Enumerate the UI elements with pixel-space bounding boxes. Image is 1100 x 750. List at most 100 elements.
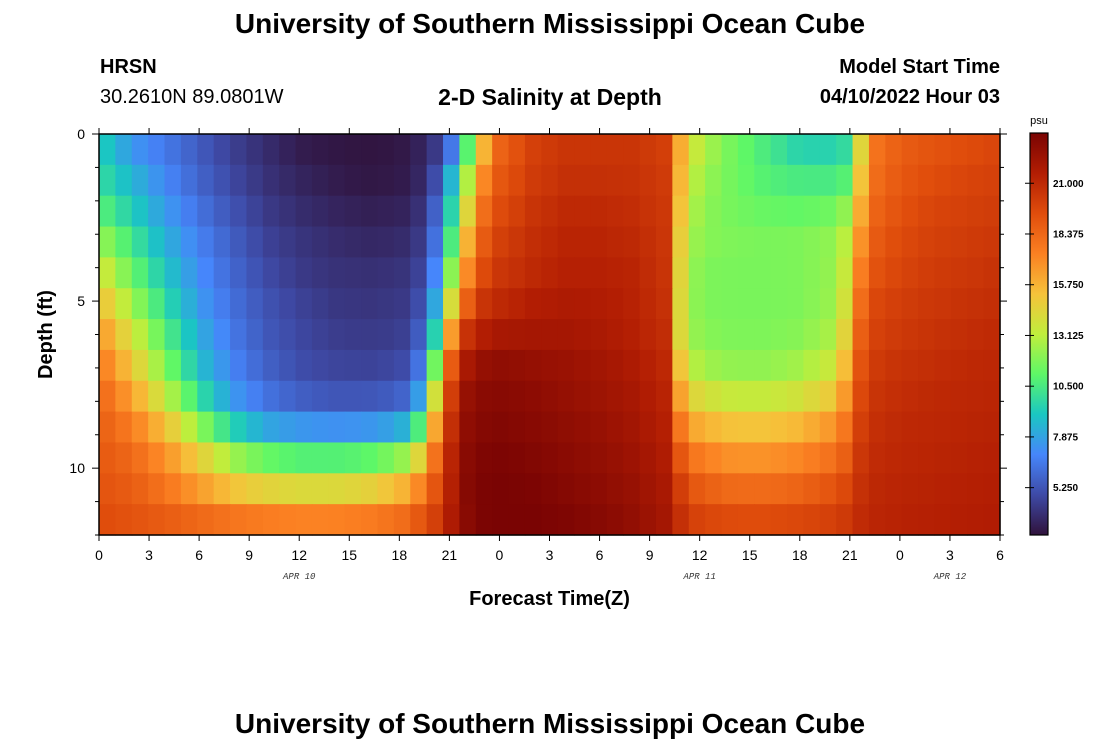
- heatmap-cell: [655, 319, 673, 351]
- heatmap-cell: [344, 504, 362, 536]
- heatmap-cell: [344, 195, 362, 228]
- heatmap-cell: [688, 134, 706, 166]
- heatmap-cell: [901, 380, 919, 413]
- heatmap-cell: [295, 473, 313, 505]
- heatmap-cell: [967, 504, 985, 536]
- heatmap-cell: [377, 349, 395, 382]
- heatmap-cell: [836, 134, 854, 166]
- heatmap-cell: [443, 195, 460, 228]
- heatmap-cell: [836, 319, 854, 351]
- heatmap-cell: [131, 134, 149, 166]
- heatmap-cell: [197, 319, 215, 351]
- heatmap-cell: [148, 195, 166, 228]
- heatmap-cell: [475, 319, 493, 351]
- heatmap-cell: [377, 380, 395, 413]
- heatmap-cell: [508, 349, 526, 382]
- heatmap-cell: [623, 257, 641, 289]
- heatmap-cell: [672, 257, 690, 289]
- heatmap-cell: [754, 134, 772, 166]
- heatmap-cell: [115, 257, 133, 289]
- heatmap-cell: [967, 473, 985, 505]
- heatmap-cell: [672, 319, 690, 351]
- heatmap-cell: [180, 380, 198, 413]
- heatmap-cell: [164, 411, 182, 444]
- heatmap-cell: [901, 288, 919, 320]
- heatmap-cell: [770, 164, 788, 197]
- heatmap-cell: [754, 257, 772, 289]
- heatmap-cell: [164, 349, 182, 382]
- heatmap-cell: [279, 473, 297, 505]
- heatmap-cell: [115, 442, 133, 474]
- heatmap-cell: [836, 504, 854, 536]
- heatmap-cell: [115, 134, 133, 166]
- heatmap-cell: [148, 442, 166, 474]
- heatmap-cell: [688, 411, 706, 444]
- heatmap-cell: [950, 504, 968, 536]
- heatmap-cell: [246, 380, 264, 413]
- heatmap-cell: [361, 134, 379, 166]
- heatmap-cell: [164, 164, 182, 197]
- heatmap-cell: [148, 473, 166, 505]
- heatmap-cell: [410, 380, 428, 413]
- heatmap-cell: [557, 504, 575, 536]
- heatmap-cell: [868, 226, 886, 258]
- heatmap-cell: [492, 349, 510, 382]
- heatmap-cell: [393, 195, 411, 228]
- heatmap-cell: [131, 504, 149, 536]
- y-axis-title: Depth (ft): [35, 290, 57, 379]
- heatmap-cell: [99, 319, 116, 351]
- heatmap-cell: [377, 257, 395, 289]
- heatmap-cell: [901, 257, 919, 289]
- heatmap-cell: [492, 411, 510, 444]
- heatmap-cell: [557, 442, 575, 474]
- heatmap-cell: [655, 473, 673, 505]
- heatmap-cell: [311, 473, 329, 505]
- heatmap-cell: [770, 319, 788, 351]
- colorbar-tick-label: 15.750: [1053, 280, 1084, 291]
- heatmap-cell: [787, 226, 805, 258]
- heatmap-cell: [787, 349, 805, 382]
- heatmap-cell: [590, 411, 608, 444]
- heatmap-cell: [295, 411, 313, 444]
- heatmap-cell: [279, 504, 297, 536]
- heatmap-cell: [868, 134, 886, 166]
- heatmap-cell: [819, 319, 837, 351]
- heatmap-cell: [361, 288, 379, 320]
- heatmap-cell: [688, 442, 706, 474]
- heatmap-cell: [868, 349, 886, 382]
- x-tick-label: 12: [692, 547, 708, 563]
- heatmap-cell: [590, 226, 608, 258]
- heatmap-cell: [426, 411, 444, 444]
- heatmap-cell: [99, 473, 116, 505]
- heatmap-cell: [213, 288, 231, 320]
- colorbar-tick-label: 10.500: [1053, 382, 1084, 393]
- heatmap-cell: [279, 411, 297, 444]
- heatmap-cell: [983, 195, 1001, 228]
- heatmap-cell: [344, 257, 362, 289]
- heatmap-cell: [983, 257, 1001, 289]
- salinity-heatmap-chart: 0 3 6 9 12 15 18 21 0 3 6 9 12 15 18 21 0 3 6 APR 10 APR 11 A…: [35, 115, 1084, 610]
- heatmap-cell: [262, 349, 280, 382]
- heatmap-cell: [623, 134, 641, 166]
- heatmap-cell: [868, 195, 886, 228]
- heatmap-cell: [524, 164, 542, 197]
- heatmap-cell: [279, 164, 297, 197]
- heatmap-cell: [180, 288, 198, 320]
- heatmap-cell: [557, 349, 575, 382]
- heatmap-cell: [623, 164, 641, 197]
- heatmap-cell: [361, 349, 379, 382]
- heatmap-cell: [230, 288, 248, 320]
- heatmap-cell: [967, 319, 985, 351]
- heatmap-cell: [377, 473, 395, 505]
- heatmap-cell: [901, 411, 919, 444]
- heatmap-cell: [377, 504, 395, 536]
- heatmap-cell: [688, 195, 706, 228]
- heatmap-cell: [115, 195, 133, 228]
- heatmap-cell: [655, 504, 673, 536]
- heatmap-cell: [688, 257, 706, 289]
- heatmap-cell: [737, 164, 755, 197]
- heatmap-cell: [574, 134, 592, 166]
- heatmap-cell: [213, 195, 231, 228]
- heatmap-cell: [508, 504, 526, 536]
- heatmap-cell: [262, 134, 280, 166]
